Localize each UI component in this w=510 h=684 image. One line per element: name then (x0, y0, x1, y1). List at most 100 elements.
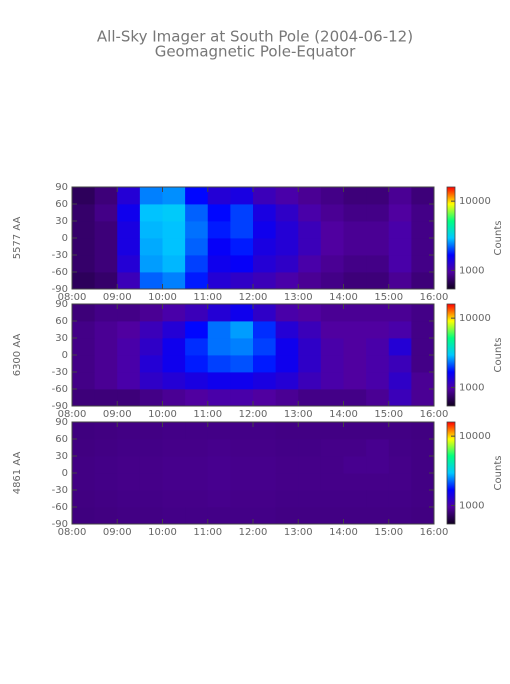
y-tick-label: 90 (55, 417, 68, 428)
heat-cell (139, 187, 163, 205)
heat-cell (411, 355, 435, 373)
heat-cell (72, 321, 96, 339)
heat-cell (162, 389, 186, 407)
heat-cell (230, 389, 254, 407)
heat-cell (343, 490, 367, 508)
heat-cell (162, 439, 186, 457)
heat-cell (320, 456, 344, 474)
heat-cell (275, 439, 299, 457)
x-tick-label: 14:00 (329, 409, 358, 420)
y-axis-label: 5577 AA (12, 217, 23, 260)
heat-cell (320, 389, 344, 407)
heat-cell (117, 507, 141, 525)
heat-cell (139, 321, 163, 339)
colorbar-label: Counts (493, 221, 504, 256)
heat-cell (253, 355, 277, 373)
heat-cell (298, 422, 322, 440)
heat-cell (343, 355, 367, 373)
heat-cell (388, 238, 412, 256)
heat-cell (162, 422, 186, 440)
heat-cell (72, 238, 96, 256)
heat-cell (72, 187, 96, 205)
y-tick-label: -30 (52, 367, 68, 378)
heat-cell (139, 473, 163, 491)
heat-cell (253, 389, 277, 407)
heat-cell (94, 338, 118, 356)
heat-cell (366, 338, 390, 356)
heat-cell (343, 422, 367, 440)
heat-cell (162, 490, 186, 508)
heat-cell (207, 187, 231, 205)
heat-cell (230, 338, 254, 356)
heat-cell (298, 238, 322, 256)
y-tick-label: 30 (55, 333, 68, 344)
colorbar-tick-label: 1000 (459, 500, 484, 511)
heat-cell (298, 389, 322, 407)
heat-cell (366, 372, 390, 390)
heat-cell (94, 187, 118, 205)
heat-cell (320, 372, 344, 390)
x-tick-label: 09:00 (103, 527, 132, 538)
heat-cell (139, 338, 163, 356)
heat-cell (388, 204, 412, 222)
heat-cell (185, 187, 209, 205)
heat-cell (162, 473, 186, 491)
heat-cell (162, 238, 186, 256)
heat-cell (117, 355, 141, 373)
heat-cell (388, 221, 412, 239)
heat-cell (298, 355, 322, 373)
heat-cell (94, 422, 118, 440)
heat-cell (94, 507, 118, 525)
heat-cell (207, 238, 231, 256)
heat-cell (139, 355, 163, 373)
heat-cell (230, 372, 254, 390)
heat-cell (207, 204, 231, 222)
heat-cell (94, 204, 118, 222)
heat-cell (230, 355, 254, 373)
y-tick-label: -30 (52, 250, 68, 261)
heat-cell (343, 187, 367, 205)
x-tick-label: 09:00 (103, 292, 132, 303)
heat-cell (185, 456, 209, 474)
colorbar-tick-label: 10000 (459, 313, 491, 324)
heat-cell (94, 321, 118, 339)
colorbar-tick-label: 1000 (459, 382, 484, 393)
heat-cell (139, 238, 163, 256)
heat-cell (94, 439, 118, 457)
heat-cell (275, 372, 299, 390)
heat-cell (275, 507, 299, 525)
heat-cell (411, 439, 435, 457)
heat-cell (320, 321, 344, 339)
heat-cell (388, 304, 412, 322)
heat-cell (72, 490, 96, 508)
heat-cell (298, 473, 322, 491)
x-tick-label: 10:00 (148, 527, 177, 538)
y-axis-label: 4861 AA (12, 452, 23, 495)
heat-cell (253, 187, 277, 205)
y-tick-label: 90 (55, 182, 68, 193)
heat-cell (366, 221, 390, 239)
heat-cell (275, 221, 299, 239)
heat-cell (207, 490, 231, 508)
heat-cell (411, 389, 435, 407)
heat-cell (139, 221, 163, 239)
heat-cell (72, 372, 96, 390)
heat-cell (388, 389, 412, 407)
heat-cell (366, 456, 390, 474)
heat-cell (343, 389, 367, 407)
heat-cell (117, 439, 141, 457)
heat-cell (253, 490, 277, 508)
y-tick-label: -90 (52, 401, 68, 412)
heat-cell (411, 304, 435, 322)
heat-cell (366, 304, 390, 322)
heat-cell (72, 456, 96, 474)
x-tick-label: 08:00 (58, 409, 87, 420)
y-tick-label: 0 (62, 233, 68, 244)
x-tick-label: 11:00 (193, 409, 222, 420)
heat-cell (207, 439, 231, 457)
heat-cell (230, 255, 254, 273)
heat-cell (388, 490, 412, 508)
heat-cell (343, 321, 367, 339)
heat-cell (275, 473, 299, 491)
